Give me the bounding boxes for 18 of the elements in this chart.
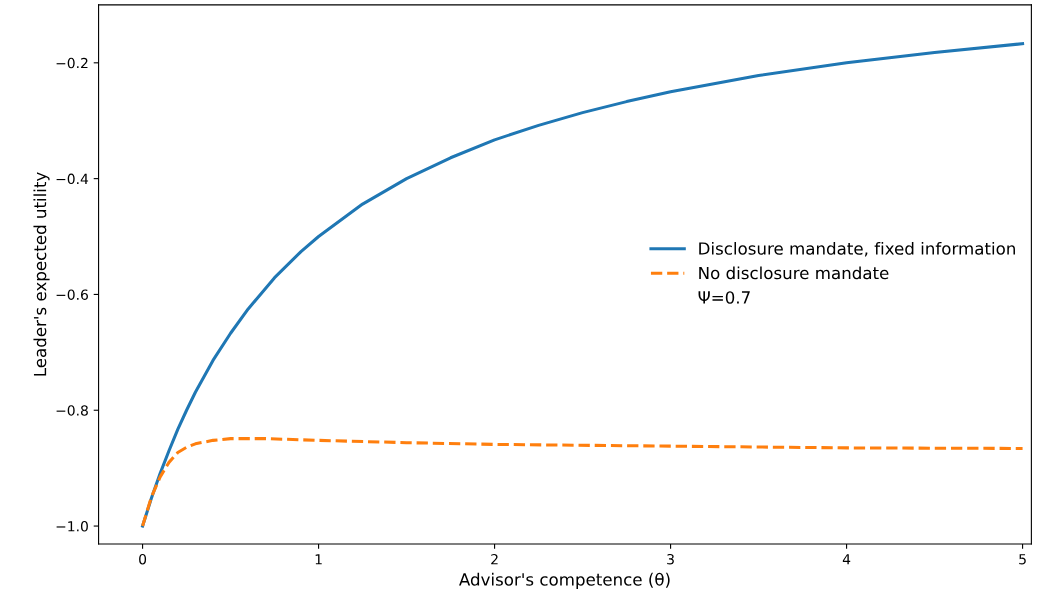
x-tick-label: 1 <box>315 554 322 565</box>
legend-label: Disclosure mandate, fixed information <box>699 241 1015 257</box>
x-tick-label: 2 <box>491 553 498 565</box>
legend-label: No disclosure mandate <box>699 266 889 280</box>
x-tick-label: 4 <box>842 554 851 565</box>
y-tick-label: −1.0 <box>56 521 88 532</box>
line-series <box>141 42 1025 528</box>
annotation: Ψ=0.7 <box>698 291 750 304</box>
x-axis-title: Advisor's competence (θ) <box>459 572 670 589</box>
y-tick-label: −0.2 <box>56 57 88 69</box>
y-axis-title: Leader's expected utility <box>33 172 50 376</box>
line-series <box>141 437 1025 528</box>
x-tick-label: 3 <box>667 553 674 565</box>
x-tick-label: 5 <box>1019 554 1026 565</box>
y-tick-label: −0.4 <box>56 173 89 185</box>
y-tick-label: −0.8 <box>56 405 88 416</box>
x-tick-label: 0 <box>139 553 147 565</box>
y-tick-label: −0.6 <box>56 289 88 300</box>
